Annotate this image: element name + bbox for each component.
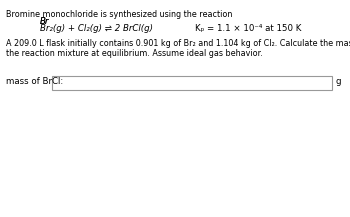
Text: A 209.0 L flask initially contains 0.901 kg of Br₂ and 1.104 kg of Cl₂. Calculat: A 209.0 L flask initially contains 0.901… <box>6 39 350 48</box>
FancyBboxPatch shape <box>52 76 332 90</box>
Text: mass of BrCl:: mass of BrCl: <box>6 77 63 86</box>
Text: Bromine monochloride is synthesized using the reaction: Bromine monochloride is synthesized usin… <box>6 10 232 19</box>
Text: g: g <box>336 77 342 86</box>
Text: Br₂(g) + Cl₂(g) ⇌ 2 BrCl(g): Br₂(g) + Cl₂(g) ⇌ 2 BrCl(g) <box>40 24 153 33</box>
Text: Kₚ = 1.1 × 10⁻⁴ at 150 K: Kₚ = 1.1 × 10⁻⁴ at 150 K <box>195 24 301 33</box>
Text: Br: Br <box>40 17 49 26</box>
Text: the reaction mixture at equilibrium. Assume ideal gas behavior.: the reaction mixture at equilibrium. Ass… <box>6 49 263 58</box>
Text: Br: Br <box>40 17 49 26</box>
